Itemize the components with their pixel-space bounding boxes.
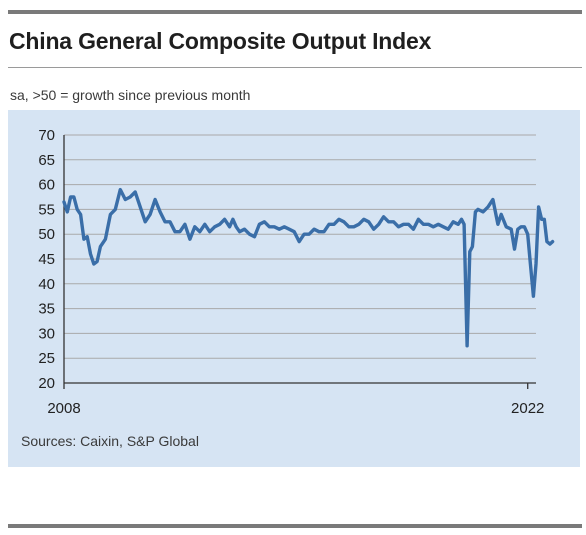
chart-plot: 70 65 60 55 50 45 40 35 30 25 20 2008 2022: [38, 127, 555, 417]
y-tick-label: 45: [38, 251, 55, 268]
series-line: [62, 187, 555, 348]
y-tick-label: 20: [38, 375, 55, 392]
chart-panel: 70 65 60 55 50 45 40 35 30 25 20 2008 2022 Sources: …: [8, 110, 580, 467]
y-tick-label: 40: [38, 276, 55, 293]
y-tick-label: 70: [38, 127, 55, 144]
x-tick-label: 2008: [47, 400, 80, 417]
y-tick-label: 25: [38, 350, 55, 367]
y-tick-label: 55: [38, 201, 55, 218]
y-tick-label: 65: [38, 152, 55, 169]
y-tick-label: 30: [38, 325, 55, 342]
source-note: Sources: Caixin, S&P Global: [21, 433, 199, 449]
top-rule: [8, 10, 582, 14]
chart-subtitle: sa, >50 = growth since previous month: [10, 87, 251, 103]
bottom-rule: [8, 524, 582, 528]
x-tick-label: 2022: [511, 400, 544, 417]
y-tick-label: 60: [38, 177, 55, 194]
title-underline: [8, 67, 582, 68]
y-tick-label: 35: [38, 301, 55, 318]
y-tick-label: 50: [38, 226, 55, 243]
chart-title: China General Composite Output Index: [9, 28, 432, 54]
